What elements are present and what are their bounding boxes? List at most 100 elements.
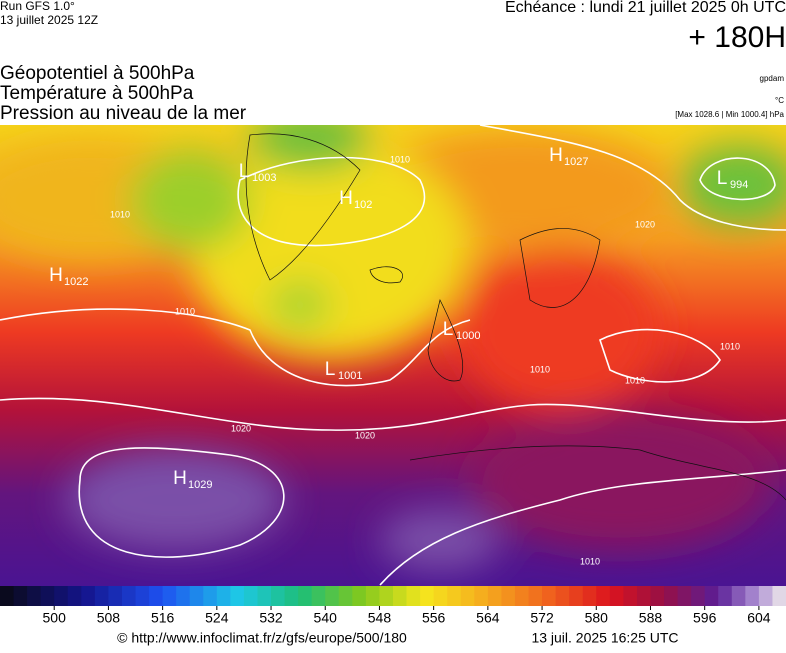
- center-value: 1029: [188, 479, 212, 491]
- colorbar-swatch: [108, 586, 123, 606]
- colorbar-swatch: [528, 586, 543, 606]
- colorbar-swatch: [40, 586, 55, 606]
- center-type: L: [717, 168, 728, 189]
- center-value: 1000: [456, 330, 480, 342]
- colorbar-swatch: [94, 586, 109, 606]
- colorbar-label: 596: [693, 610, 717, 626]
- center-value: 102: [354, 199, 372, 211]
- isobar-label: 1010: [175, 306, 195, 316]
- colorbar-swatch: [596, 586, 611, 606]
- colorbar-swatch: [203, 586, 218, 606]
- colorbar-swatch: [501, 586, 516, 606]
- isobar-label: 1020: [635, 219, 655, 229]
- center-type: L: [239, 161, 250, 182]
- generated: 13 juil. 2025 16:25 UTC: [531, 630, 678, 646]
- colorbar-label: 604: [747, 610, 771, 626]
- colorbar-swatch: [677, 586, 692, 606]
- colorbar-swatch: [406, 586, 421, 606]
- source: © http://www.infoclimat.fr/z/gfs/europe/…: [117, 630, 407, 646]
- center-type: H: [549, 145, 563, 166]
- isobar-label: 1010: [390, 154, 410, 164]
- lead-time: + 180H: [688, 21, 786, 54]
- colorbar-swatch: [447, 586, 462, 606]
- colorbar-swatch: [365, 586, 380, 606]
- colorbar-swatch: [311, 586, 326, 606]
- title: Géopotentiel à 500hPa: [0, 63, 195, 84]
- isobar-label: 1010: [110, 209, 130, 219]
- colorbar-label: 548: [368, 610, 392, 626]
- center-type: H: [339, 188, 353, 209]
- center-type: L: [443, 319, 454, 340]
- colorbar-swatch: [81, 586, 96, 606]
- colorbar-label: 524: [205, 610, 229, 626]
- colorbar-swatch: [542, 586, 557, 606]
- colorbar-swatch: [379, 586, 394, 606]
- colorbar-swatch: [216, 586, 231, 606]
- center-type: H: [49, 265, 63, 286]
- isobar-label: 1010: [720, 341, 740, 351]
- colorbar-swatch: [731, 586, 746, 606]
- colorbar-swatch: [514, 586, 530, 606]
- colorbar-swatch: [13, 586, 28, 606]
- colorbar-swatch: [772, 586, 786, 606]
- colorbar-swatch: [487, 586, 502, 606]
- isobar-label: 1010: [530, 364, 550, 374]
- colorbar-label: 540: [314, 610, 338, 626]
- colorbar-swatch: [582, 586, 597, 606]
- colorbar-swatch: [393, 586, 408, 606]
- colorbar-swatch: [0, 586, 15, 606]
- colorbar-swatch: [298, 586, 313, 606]
- colorbar-swatch: [135, 586, 150, 606]
- colorbar-label: 516: [151, 610, 175, 626]
- colorbar-swatch: [745, 586, 760, 606]
- title: Température à 500hPa: [0, 83, 194, 104]
- colorbar-swatch: [623, 586, 638, 606]
- run: Run GFS 1.0°: [0, 0, 75, 13]
- colorbar-swatch: [691, 586, 706, 606]
- colorbar-swatch: [460, 586, 475, 606]
- unit: °C: [775, 96, 784, 105]
- colorbar-swatch: [271, 586, 286, 606]
- center-value: 1003: [252, 172, 276, 184]
- colorbar-swatch: [189, 586, 204, 606]
- colorbar-label: 532: [259, 610, 283, 626]
- center-type: H: [173, 468, 187, 489]
- colorbar-swatch: [121, 586, 137, 606]
- colorbar-swatch: [650, 586, 665, 606]
- colorbar-swatch: [664, 586, 679, 606]
- isobar-label: 1010: [625, 375, 645, 385]
- isobar-label: 1010: [580, 556, 600, 566]
- isobar-label: 1020: [231, 423, 251, 433]
- center-value: 994: [730, 179, 748, 191]
- isobar-label: 1020: [355, 430, 375, 440]
- colorbar-swatch: [569, 586, 584, 606]
- colorbar-label: 580: [585, 610, 609, 626]
- colorbar-swatch: [162, 586, 177, 606]
- colorbar: 500 508 516 524 532 540 548 556 564 572 580 588 596 6…: [0, 586, 786, 626]
- colorbar-swatch: [718, 586, 733, 606]
- colorbar-swatch: [555, 586, 570, 606]
- colorbar-swatch: [67, 586, 82, 606]
- colorbar-swatch: [609, 586, 624, 606]
- title: Pression au niveau de la mer: [0, 103, 247, 124]
- colorbar-swatch: [758, 586, 773, 606]
- colorbar-swatch: [54, 586, 69, 606]
- colorbar-label: 572: [530, 610, 554, 626]
- colorbar-label: 508: [97, 610, 121, 626]
- colorbar-label: 588: [639, 610, 663, 626]
- colorbar-swatch: [636, 586, 651, 606]
- unit: gpdam: [760, 74, 785, 83]
- center-value: 1001: [338, 370, 362, 382]
- colorbar-swatch: [176, 586, 191, 606]
- colorbar-label: 556: [422, 610, 446, 626]
- colorbar-swatch: [243, 586, 258, 606]
- center-value: 1027: [564, 156, 588, 168]
- colorbar-swatch: [433, 586, 448, 606]
- colorbar-label: 500: [43, 610, 67, 626]
- center-type: L: [325, 359, 336, 380]
- colorbar-swatch: [420, 586, 435, 606]
- colorbar-swatch: [338, 586, 353, 606]
- colorbar-swatch: [474, 586, 489, 606]
